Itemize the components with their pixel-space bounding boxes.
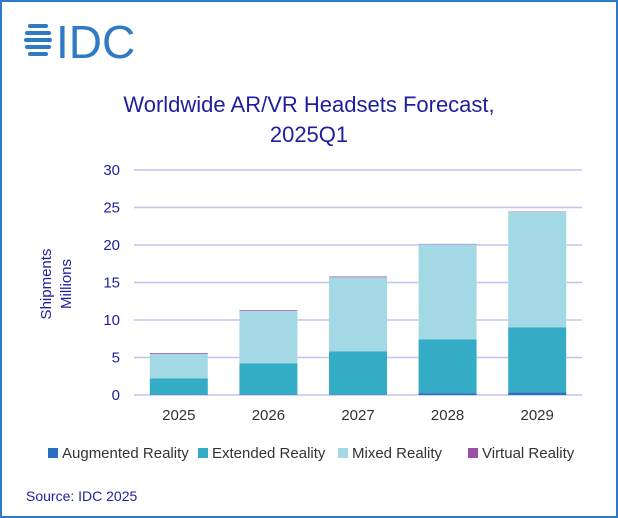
- y-tick-label: 0: [112, 387, 120, 404]
- y-tick-label: 30: [103, 162, 120, 179]
- bar-segment-extended-reality: [149, 378, 208, 395]
- legend-label: Extended Reality: [212, 445, 326, 462]
- x-tick-label: 2026: [252, 407, 285, 424]
- bar-segment-mixed-reality: [329, 277, 387, 352]
- chart-title: Worldwide AR/VR Headsets Forecast, 2025Q…: [2, 90, 616, 150]
- y-tick-label: 10: [103, 312, 120, 329]
- y-tick-label: 5: [112, 350, 120, 367]
- y-axis-label-line: Shipments: [38, 249, 55, 320]
- legend-swatch: [338, 448, 348, 458]
- title-line-1: Worldwide AR/VR Headsets Forecast,: [123, 92, 495, 117]
- legend-label: Virtual Reality: [482, 445, 575, 462]
- bar-segment-augmented-reality: [418, 393, 477, 395]
- bar-segment-mixed-reality: [508, 212, 567, 328]
- bar-segment-mixed-reality: [149, 353, 208, 379]
- legend-swatch: [198, 448, 208, 458]
- bar-segment-extended-reality: [508, 327, 567, 393]
- legend-label: Mixed Reality: [352, 445, 443, 462]
- legend-label: Augmented Reality: [62, 445, 189, 462]
- bar-segment-virtual-reality: [149, 353, 208, 354]
- logo-text: IDC: [56, 16, 135, 66]
- bar-segment-virtual-reality: [329, 276, 387, 278]
- bar-segment-extended-reality: [418, 339, 477, 394]
- title-line-2: 2025Q1: [269, 122, 349, 147]
- bar-segment-mixed-reality: [418, 244, 477, 340]
- bar-segment-mixed-reality: [239, 311, 298, 364]
- y-axis-label: Shipments Millions: [38, 249, 75, 320]
- x-tick-label: 2027: [341, 407, 374, 424]
- bar-segment-extended-reality: [329, 351, 387, 395]
- x-tick-label: 2029: [521, 407, 554, 424]
- bar-segment-virtual-reality: [239, 310, 298, 311]
- legend-swatch: [468, 448, 478, 458]
- bar-segment-augmented-reality: [508, 392, 567, 395]
- legend-swatch: [48, 448, 58, 458]
- y-tick-label: 20: [103, 237, 120, 254]
- x-tick-label: 2028: [431, 407, 464, 424]
- bar-segment-extended-reality: [239, 363, 298, 395]
- source-note: Source: IDC 2025: [26, 488, 138, 504]
- y-axis-label-line: Millions: [58, 259, 75, 309]
- idc-logo: IDC: [24, 16, 135, 66]
- y-tick-label: 25: [103, 200, 120, 217]
- x-tick-label: 2025: [162, 407, 195, 424]
- y-tick-label: 15: [103, 275, 120, 292]
